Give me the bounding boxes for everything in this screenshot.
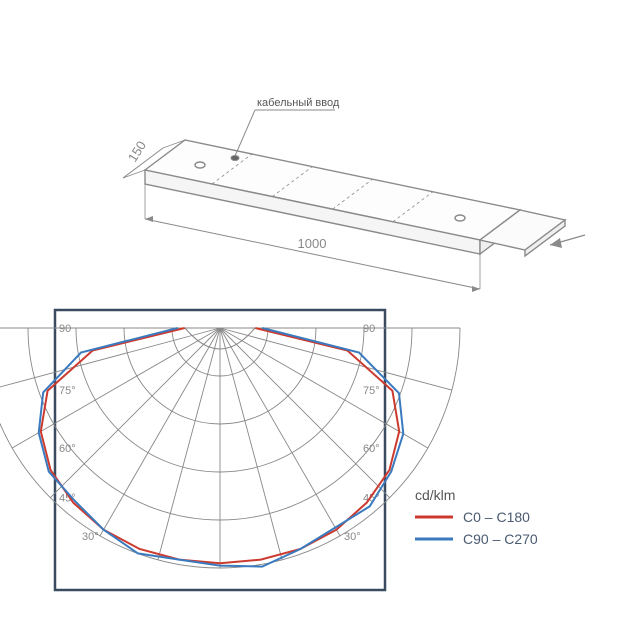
arrow-icon — [472, 286, 480, 292]
legend-label: C90 – C270 — [463, 531, 538, 547]
angle-label: 30° — [82, 531, 99, 543]
polar-spoke — [158, 328, 220, 560]
polar-spoke — [220, 328, 390, 498]
polar-spoke — [220, 328, 428, 448]
callout-leader — [235, 110, 255, 156]
legend-label: C0 – C180 — [463, 509, 530, 525]
polar-spoke — [0, 328, 220, 390]
polar-spoke — [50, 328, 220, 498]
polar-spoke — [220, 328, 452, 390]
angle-label: 90 — [59, 323, 71, 335]
polar-spoke — [220, 328, 340, 536]
angle-label: 60° — [59, 443, 76, 455]
dim-ext — [123, 170, 145, 178]
arrow-icon — [550, 238, 562, 248]
angle-label: 75° — [59, 385, 76, 397]
polar-spoke — [12, 328, 220, 448]
legend-unit: cd/klm — [415, 487, 455, 503]
cable-entry-icon — [231, 156, 239, 161]
polar-spoke — [100, 328, 220, 536]
polar-chart: 909075°75°60°60°45°45°30°30° — [0, 310, 460, 590]
angle-label: 60° — [363, 443, 380, 455]
arrow-icon — [145, 216, 153, 222]
angle-label: 30° — [344, 531, 361, 543]
dim-length-label: 1000 — [298, 236, 327, 251]
technical-drawing: кабельный ввод1000150 — [123, 97, 585, 292]
angle-label: 75° — [363, 385, 380, 397]
polar-spoke — [220, 328, 282, 560]
legend: cd/klm C0 – C180 C90 – C270 — [415, 487, 538, 547]
callout-label: кабельный ввод — [257, 97, 340, 109]
angle-label: 90 — [363, 323, 375, 335]
